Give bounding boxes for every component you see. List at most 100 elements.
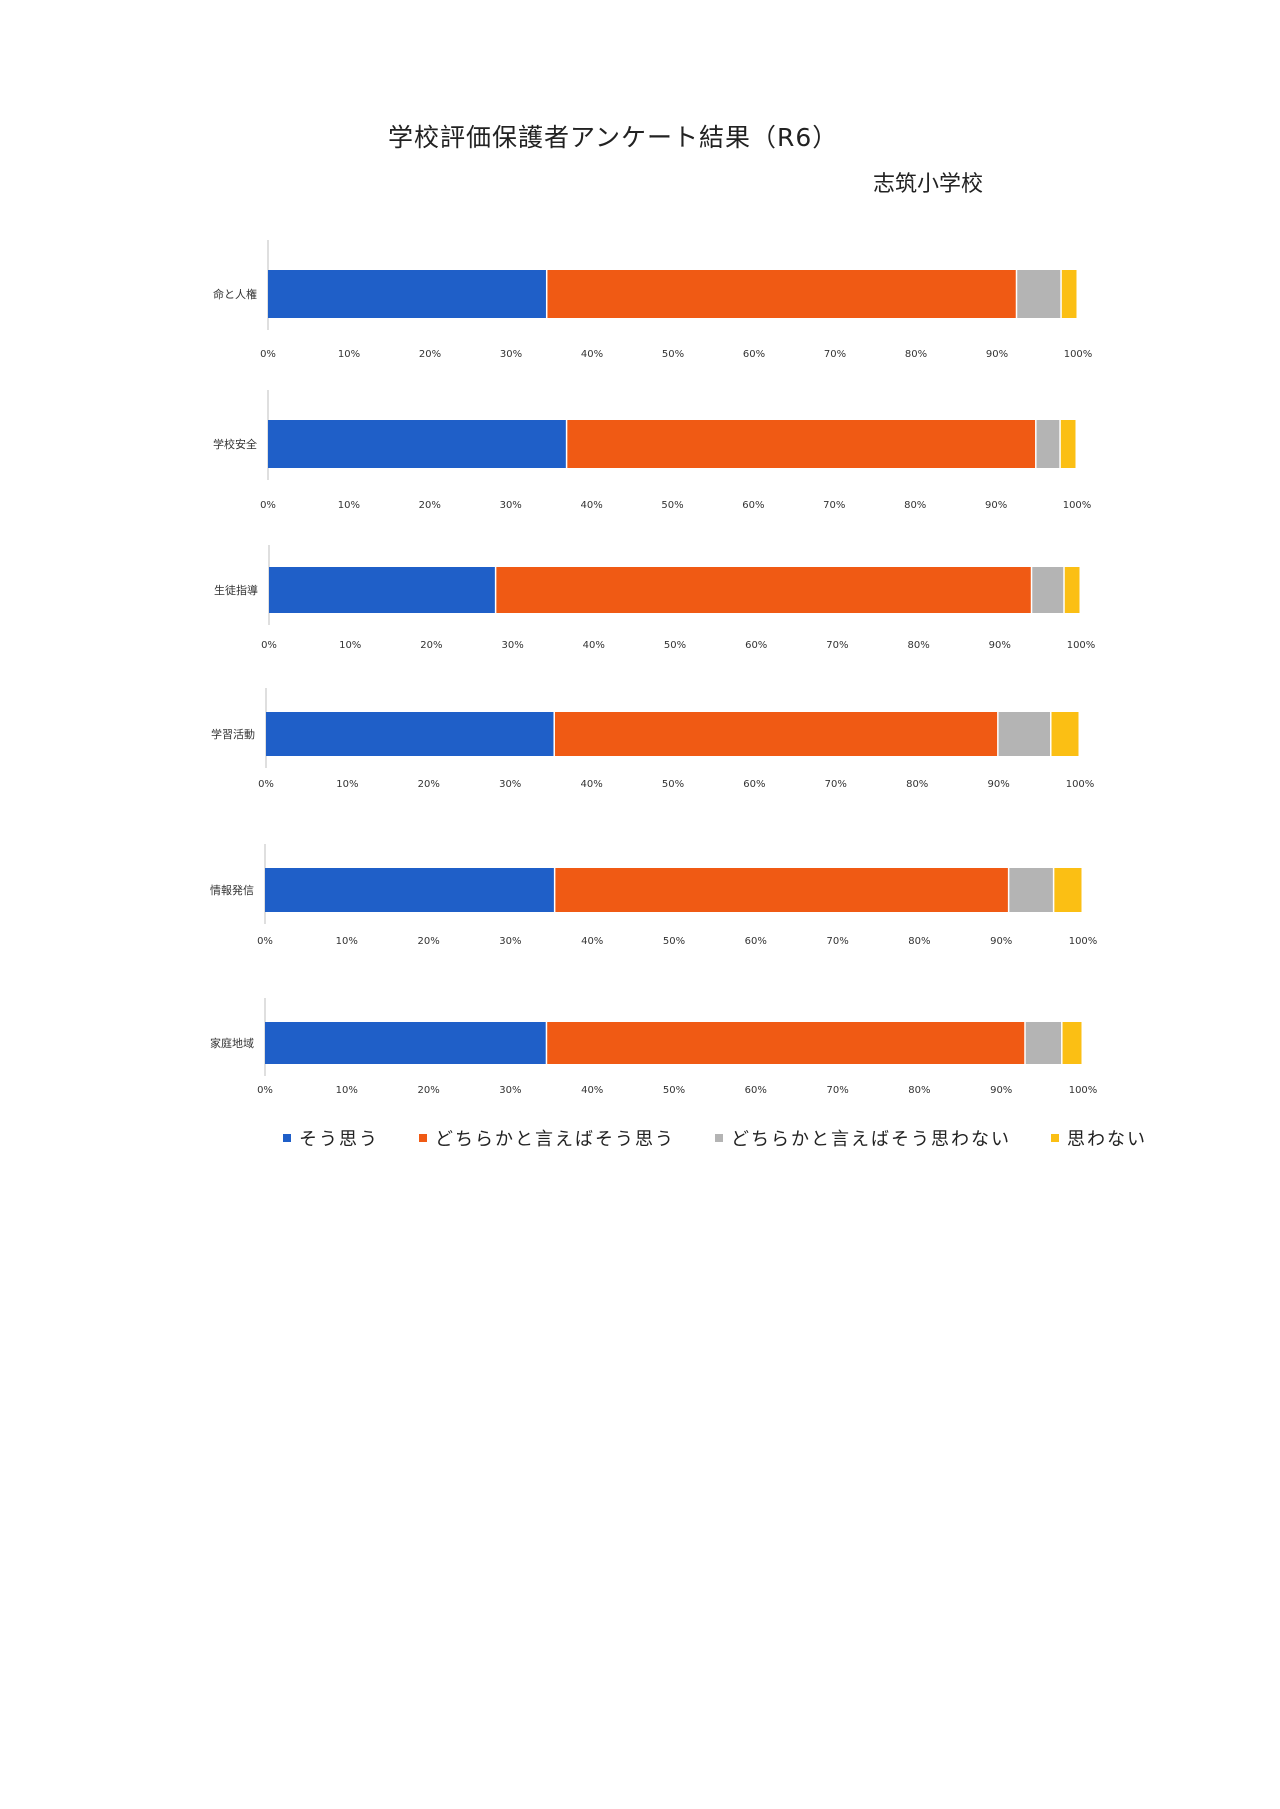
tick-label: 80% (908, 1085, 930, 1096)
tick-label: 90% (985, 500, 1007, 511)
tick-label: 0% (260, 349, 276, 360)
tick-label: 0% (258, 779, 274, 790)
tick-label: 100% (1067, 640, 1096, 651)
bar-segment-somewhat-agree (547, 270, 1016, 318)
tick-label: 100% (1069, 936, 1098, 947)
tick-label: 20% (419, 349, 441, 360)
bar-segment-somewhat-disagree (1036, 420, 1060, 468)
tick-label: 40% (581, 936, 603, 947)
tick-label: 90% (990, 936, 1012, 947)
bar-segment-somewhat-agree (555, 868, 1008, 912)
bar-segment-agree (268, 270, 546, 318)
tick-label: 20% (419, 500, 441, 511)
tick-label: 60% (745, 936, 767, 947)
bar-segment-disagree (1060, 420, 1076, 468)
legend-swatch-disagree (1051, 1134, 1059, 1142)
legend-swatch-somewhat-agree (419, 1134, 427, 1142)
bar-segment-agree (265, 1022, 546, 1064)
page-title: 学校評価保護者アンケート結果（R6） (388, 123, 839, 152)
tick-label: 90% (990, 1085, 1012, 1096)
tick-label: 40% (580, 500, 602, 511)
tick-label: 0% (260, 500, 276, 511)
tick-label: 20% (417, 1085, 439, 1096)
tick-label: 80% (904, 500, 926, 511)
bar-segment-somewhat-agree (554, 712, 998, 756)
tick-label: 0% (261, 640, 277, 651)
legend-item-somewhat-disagree: どちらかと言えばそう思わない (715, 1125, 1011, 1151)
legend-item-somewhat-agree: どちらかと言えばそう思う (419, 1125, 675, 1151)
tick-label: 80% (907, 640, 929, 651)
tick-label: 100% (1066, 779, 1095, 790)
category-label: 学校安全 (213, 437, 257, 451)
legend-swatch-agree (283, 1134, 291, 1142)
bar-chart-4: 学習活動 0% 10% 20% 30% 40% 50% 60% 70% 80% 90% 100% (211, 688, 1094, 790)
bar-segment-somewhat-disagree (1017, 270, 1061, 318)
tick-label: 60% (743, 779, 765, 790)
tick-label: 10% (336, 1085, 358, 1096)
bar-segment-somewhat-disagree (1009, 868, 1053, 912)
tick-label: 70% (826, 1085, 848, 1096)
tick-label: 60% (745, 640, 767, 651)
tick-label: 40% (581, 349, 603, 360)
tick-label: 20% (417, 936, 439, 947)
bar-segment-disagree (1051, 712, 1079, 756)
legend-label-agree: そう思う (299, 1129, 379, 1150)
bar-segment-somewhat-agree (496, 567, 1031, 613)
bar-segment-agree (266, 712, 554, 756)
tick-label: 50% (661, 500, 683, 511)
category-label: 情報発信 (210, 883, 254, 897)
bar-segment-agree (265, 868, 554, 912)
tick-label: 60% (745, 1085, 767, 1096)
category-label: 学習活動 (211, 727, 255, 741)
tick-label: 80% (908, 936, 930, 947)
bar-segment-disagree (1064, 567, 1080, 613)
bar-segment-agree (269, 567, 495, 613)
chart-legend: そう思う どちらかと言えばそう思う どちらかと言えばそう思わない 思わない (283, 1125, 1147, 1151)
legend-label-disagree: 思わない (1067, 1129, 1147, 1150)
tick-label: 70% (826, 640, 848, 651)
school-name: 志筑小学校 (873, 172, 984, 197)
bar-chart-3: 生徒指導 0% 10% 20% 30% 40% 50% 60% 70% 80% 90% 100% (214, 545, 1095, 651)
tick-label: 90% (989, 640, 1011, 651)
legend-label-somewhat-agree: どちらかと言えばそう思う (435, 1129, 675, 1150)
tick-label: 100% (1063, 500, 1092, 511)
bar-segment-somewhat-agree (547, 1022, 1025, 1064)
tick-label: 0% (257, 1085, 273, 1096)
tick-label: 30% (501, 640, 523, 651)
bar-segment-somewhat-disagree (998, 712, 1051, 756)
tick-label: 70% (824, 349, 846, 360)
tick-label: 10% (338, 500, 360, 511)
tick-label: 100% (1069, 1085, 1098, 1096)
tick-label: 50% (662, 349, 684, 360)
tick-label: 50% (662, 779, 684, 790)
tick-label: 40% (581, 1085, 603, 1096)
tick-label: 30% (500, 349, 522, 360)
legend-item-disagree: 思わない (1051, 1125, 1147, 1151)
tick-label: 10% (336, 936, 358, 947)
tick-label: 70% (823, 500, 845, 511)
tick-label: 10% (338, 349, 360, 360)
bar-chart-6: 家庭地域 0% 10% 20% 30% 40% 50% 60% 70% 80% 90% 100% (210, 998, 1097, 1096)
bar-segment-disagree (1061, 270, 1077, 318)
legend-label-somewhat-disagree: どちらかと言えばそう思わない (731, 1129, 1011, 1150)
bar-segment-disagree (1062, 1022, 1082, 1064)
tick-label: 10% (336, 779, 358, 790)
tick-label: 50% (664, 640, 686, 651)
tick-label: 60% (742, 500, 764, 511)
bar-segment-agree (268, 420, 566, 468)
tick-label: 90% (987, 779, 1009, 790)
tick-label: 70% (825, 779, 847, 790)
legend-swatch-somewhat-disagree (715, 1134, 723, 1142)
bar-chart-2: 学校安全 0% 10% 20% 30% 40% 50% 60% 70% 80% 90% 100% (213, 390, 1091, 511)
tick-label: 40% (583, 640, 605, 651)
bar-segment-somewhat-disagree (1032, 567, 1064, 613)
category-label: 生徒指導 (214, 583, 258, 597)
category-label: 命と人権 (213, 287, 257, 301)
bar-segment-somewhat-agree (567, 420, 1036, 468)
tick-label: 40% (580, 779, 602, 790)
tick-label: 70% (826, 936, 848, 947)
tick-label: 80% (905, 349, 927, 360)
bar-chart-5: 情報発信 0% 10% 20% 30% 40% 50% 60% 70% 80% 90% 100% (210, 844, 1097, 947)
tick-label: 60% (743, 349, 765, 360)
